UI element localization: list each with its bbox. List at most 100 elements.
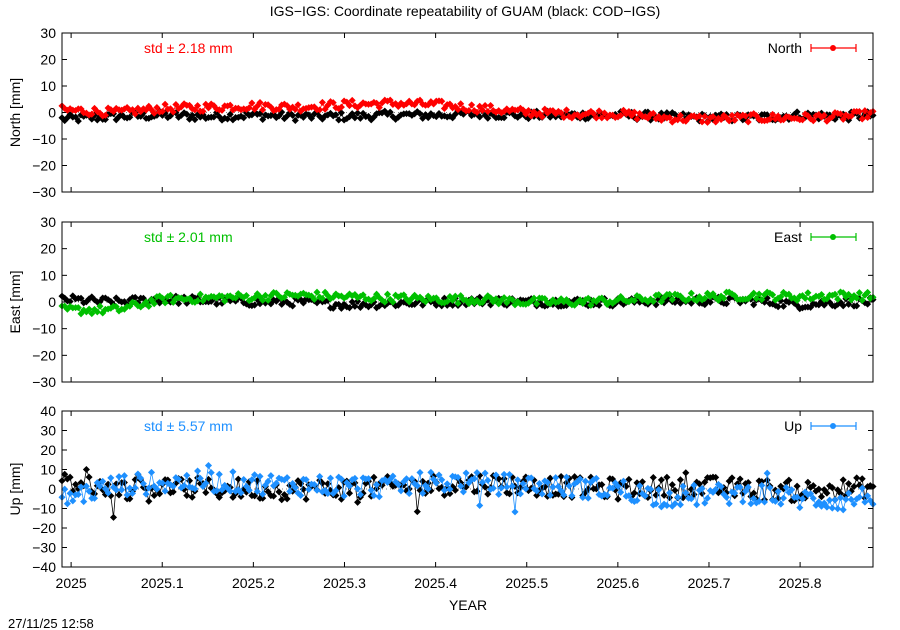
data-point xyxy=(562,473,571,481)
data-point xyxy=(736,475,744,483)
data-point xyxy=(161,487,169,495)
data-point xyxy=(454,106,462,114)
data-point xyxy=(88,110,96,118)
data-point xyxy=(750,489,758,497)
data-point xyxy=(741,112,750,120)
data-point xyxy=(647,485,655,493)
y-tick-label: −30 xyxy=(32,184,56,200)
data-point xyxy=(750,289,758,297)
data-point xyxy=(337,103,345,111)
data-point xyxy=(386,108,394,116)
data-point xyxy=(351,114,359,122)
data-point xyxy=(256,472,264,480)
data-point xyxy=(291,484,299,492)
data-point xyxy=(221,297,229,305)
legend: Up xyxy=(784,418,857,434)
data-point xyxy=(676,111,684,119)
data-point xyxy=(858,484,866,492)
data-point xyxy=(777,500,785,508)
data-point xyxy=(72,480,80,488)
data-point xyxy=(701,499,709,507)
data-point xyxy=(666,489,674,497)
legend: North xyxy=(768,40,857,56)
data-point xyxy=(804,289,812,297)
data-point xyxy=(226,487,234,495)
data-point xyxy=(801,294,809,302)
x-tick-label: 2025.4 xyxy=(414,575,457,591)
data-point xyxy=(579,493,587,502)
panel-north: 30 20 10 0 −10 −20 −30 North [mm] std ± 2.18 mm N… xyxy=(7,25,877,200)
data-point xyxy=(614,495,622,503)
data-point xyxy=(194,467,202,475)
y-tick-label: −10 xyxy=(32,131,56,147)
data-point xyxy=(397,487,405,495)
data-point xyxy=(828,504,836,512)
data-point xyxy=(145,484,153,492)
y-axis-label: North [mm] xyxy=(7,78,23,147)
data-point xyxy=(798,495,807,503)
data-point xyxy=(508,296,516,304)
y-tick-label: 0 xyxy=(48,481,56,497)
data-point xyxy=(259,494,267,502)
data-point xyxy=(66,473,74,481)
data-point xyxy=(183,110,191,118)
data-point xyxy=(565,482,573,490)
data-point xyxy=(777,293,785,301)
data-point xyxy=(779,302,788,310)
data-point xyxy=(99,477,107,485)
data-point xyxy=(115,491,123,499)
data-point xyxy=(538,113,546,121)
y-tick-label: 20 xyxy=(40,241,56,257)
data-point xyxy=(864,492,872,500)
data-point xyxy=(207,469,215,477)
data-point xyxy=(194,297,202,305)
data-point xyxy=(354,109,362,117)
data-point xyxy=(213,487,221,495)
data-point xyxy=(850,500,858,508)
data-point xyxy=(389,298,397,306)
data-point xyxy=(826,496,834,504)
data-point xyxy=(468,101,476,109)
data-point xyxy=(815,485,823,493)
y-tick-label: 30 xyxy=(40,25,56,41)
data-point xyxy=(728,111,736,119)
data-point xyxy=(226,110,234,118)
data-point xyxy=(345,489,354,497)
std-annotation: std ± 2.01 mm xyxy=(144,229,233,245)
data-point xyxy=(508,482,516,490)
data-point xyxy=(603,491,611,499)
data-point xyxy=(500,114,508,122)
data-point xyxy=(842,495,850,503)
data-point xyxy=(145,497,153,505)
data-point xyxy=(630,297,638,305)
data-point xyxy=(625,492,633,500)
data-point xyxy=(432,479,440,487)
data-point xyxy=(348,298,356,306)
data-point xyxy=(484,476,492,484)
data-point xyxy=(218,106,226,114)
data-point xyxy=(725,117,733,125)
data-point xyxy=(592,114,600,122)
data-point xyxy=(736,483,744,491)
data-point xyxy=(600,109,609,117)
data-point xyxy=(259,115,267,124)
data-point xyxy=(302,476,310,484)
data-point xyxy=(785,476,793,484)
data-point xyxy=(598,114,606,122)
data-point xyxy=(592,474,600,482)
data-point xyxy=(514,476,522,484)
x-tick-labels: 2025 2025.1 2025.2 2025.3 2025.4 2025.5 2025.6… xyxy=(56,575,822,591)
data-point xyxy=(657,476,665,484)
data-point xyxy=(413,508,421,516)
data-point xyxy=(213,300,221,308)
data-point xyxy=(356,491,364,499)
data-point xyxy=(131,484,139,492)
data-point xyxy=(481,469,489,477)
data-point xyxy=(473,469,481,477)
data-point xyxy=(74,490,82,499)
data-point xyxy=(318,98,326,106)
data-point xyxy=(381,298,389,306)
data-point xyxy=(375,493,383,501)
data-point xyxy=(85,473,93,481)
data-point xyxy=(440,486,448,494)
